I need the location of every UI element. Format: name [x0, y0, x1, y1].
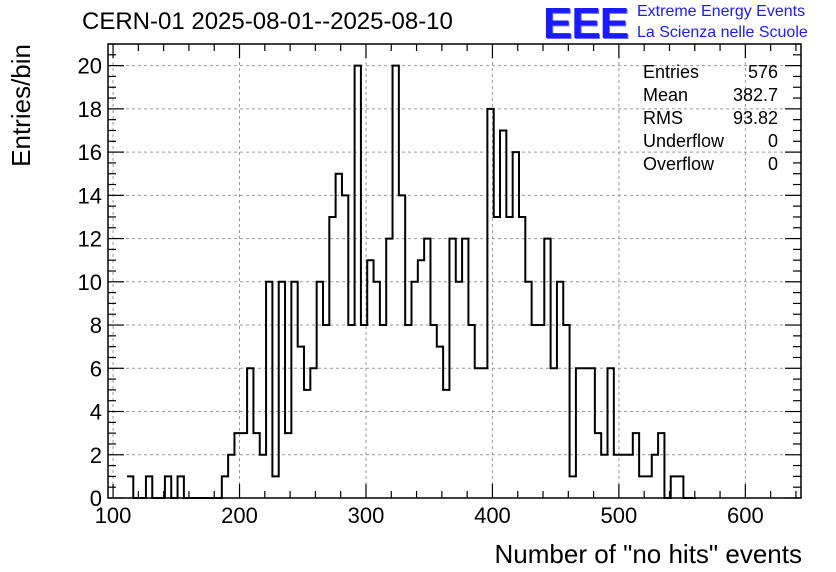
stats-label: Mean: [643, 85, 688, 105]
y-tick-label: 20: [78, 54, 102, 79]
y-tick-label: 0: [90, 486, 102, 511]
x-tick-label: 100: [95, 503, 132, 528]
x-tick-label: 500: [601, 503, 638, 528]
tick-labels: 100 200 300 400 500 600 0 2 4 6 8 10 12 14 16 18 20: [78, 54, 764, 528]
x-axis-title: Number of "no hits" events: [495, 539, 803, 569]
y-tick-label: 6: [90, 356, 102, 381]
y-tick-label: 16: [78, 140, 102, 165]
eee-logo-line2: La Scienza nelle Scuole: [637, 24, 808, 41]
grid-lines: [108, 44, 801, 498]
stats-box: Entries 576 Mean 382.7 RMS 93.82 Underflow 0 Ove…: [643, 62, 778, 174]
stats-value: 382.7: [733, 85, 778, 105]
y-tick-label: 4: [90, 400, 102, 425]
eee-logo-line1: Extreme Energy Events: [637, 3, 806, 20]
stats-label: Overflow: [643, 154, 715, 174]
page-title: CERN-01 2025-08-01--2025-08-10: [82, 8, 453, 35]
stats-label: Underflow: [643, 131, 725, 151]
x-tick-label: 600: [727, 503, 764, 528]
y-tick-label: 10: [78, 270, 102, 295]
x-tick-label: 300: [348, 503, 385, 528]
stats-value: 0: [768, 154, 778, 174]
x-tick-label: 400: [474, 503, 511, 528]
stats-label: RMS: [643, 108, 683, 128]
y-axis-title: Entries/bin: [6, 44, 36, 167]
stats-value: 93.82: [733, 108, 778, 128]
stats-value: 0: [768, 131, 778, 151]
plot-frame: [107, 43, 802, 499]
y-tick-label: 14: [78, 183, 102, 208]
axis-ticks: [108, 43, 801, 499]
histogram-series-line: [126, 64, 697, 499]
y-tick-label: 8: [90, 313, 102, 338]
y-tick-label: 12: [78, 227, 102, 252]
y-tick-label: 18: [78, 97, 102, 122]
eee-logo: EEE: [543, 0, 629, 48]
stats-value: 576: [748, 62, 778, 82]
y-tick-label: 2: [90, 443, 102, 468]
x-tick-label: 200: [221, 503, 258, 528]
stats-label: Entries: [643, 62, 699, 82]
